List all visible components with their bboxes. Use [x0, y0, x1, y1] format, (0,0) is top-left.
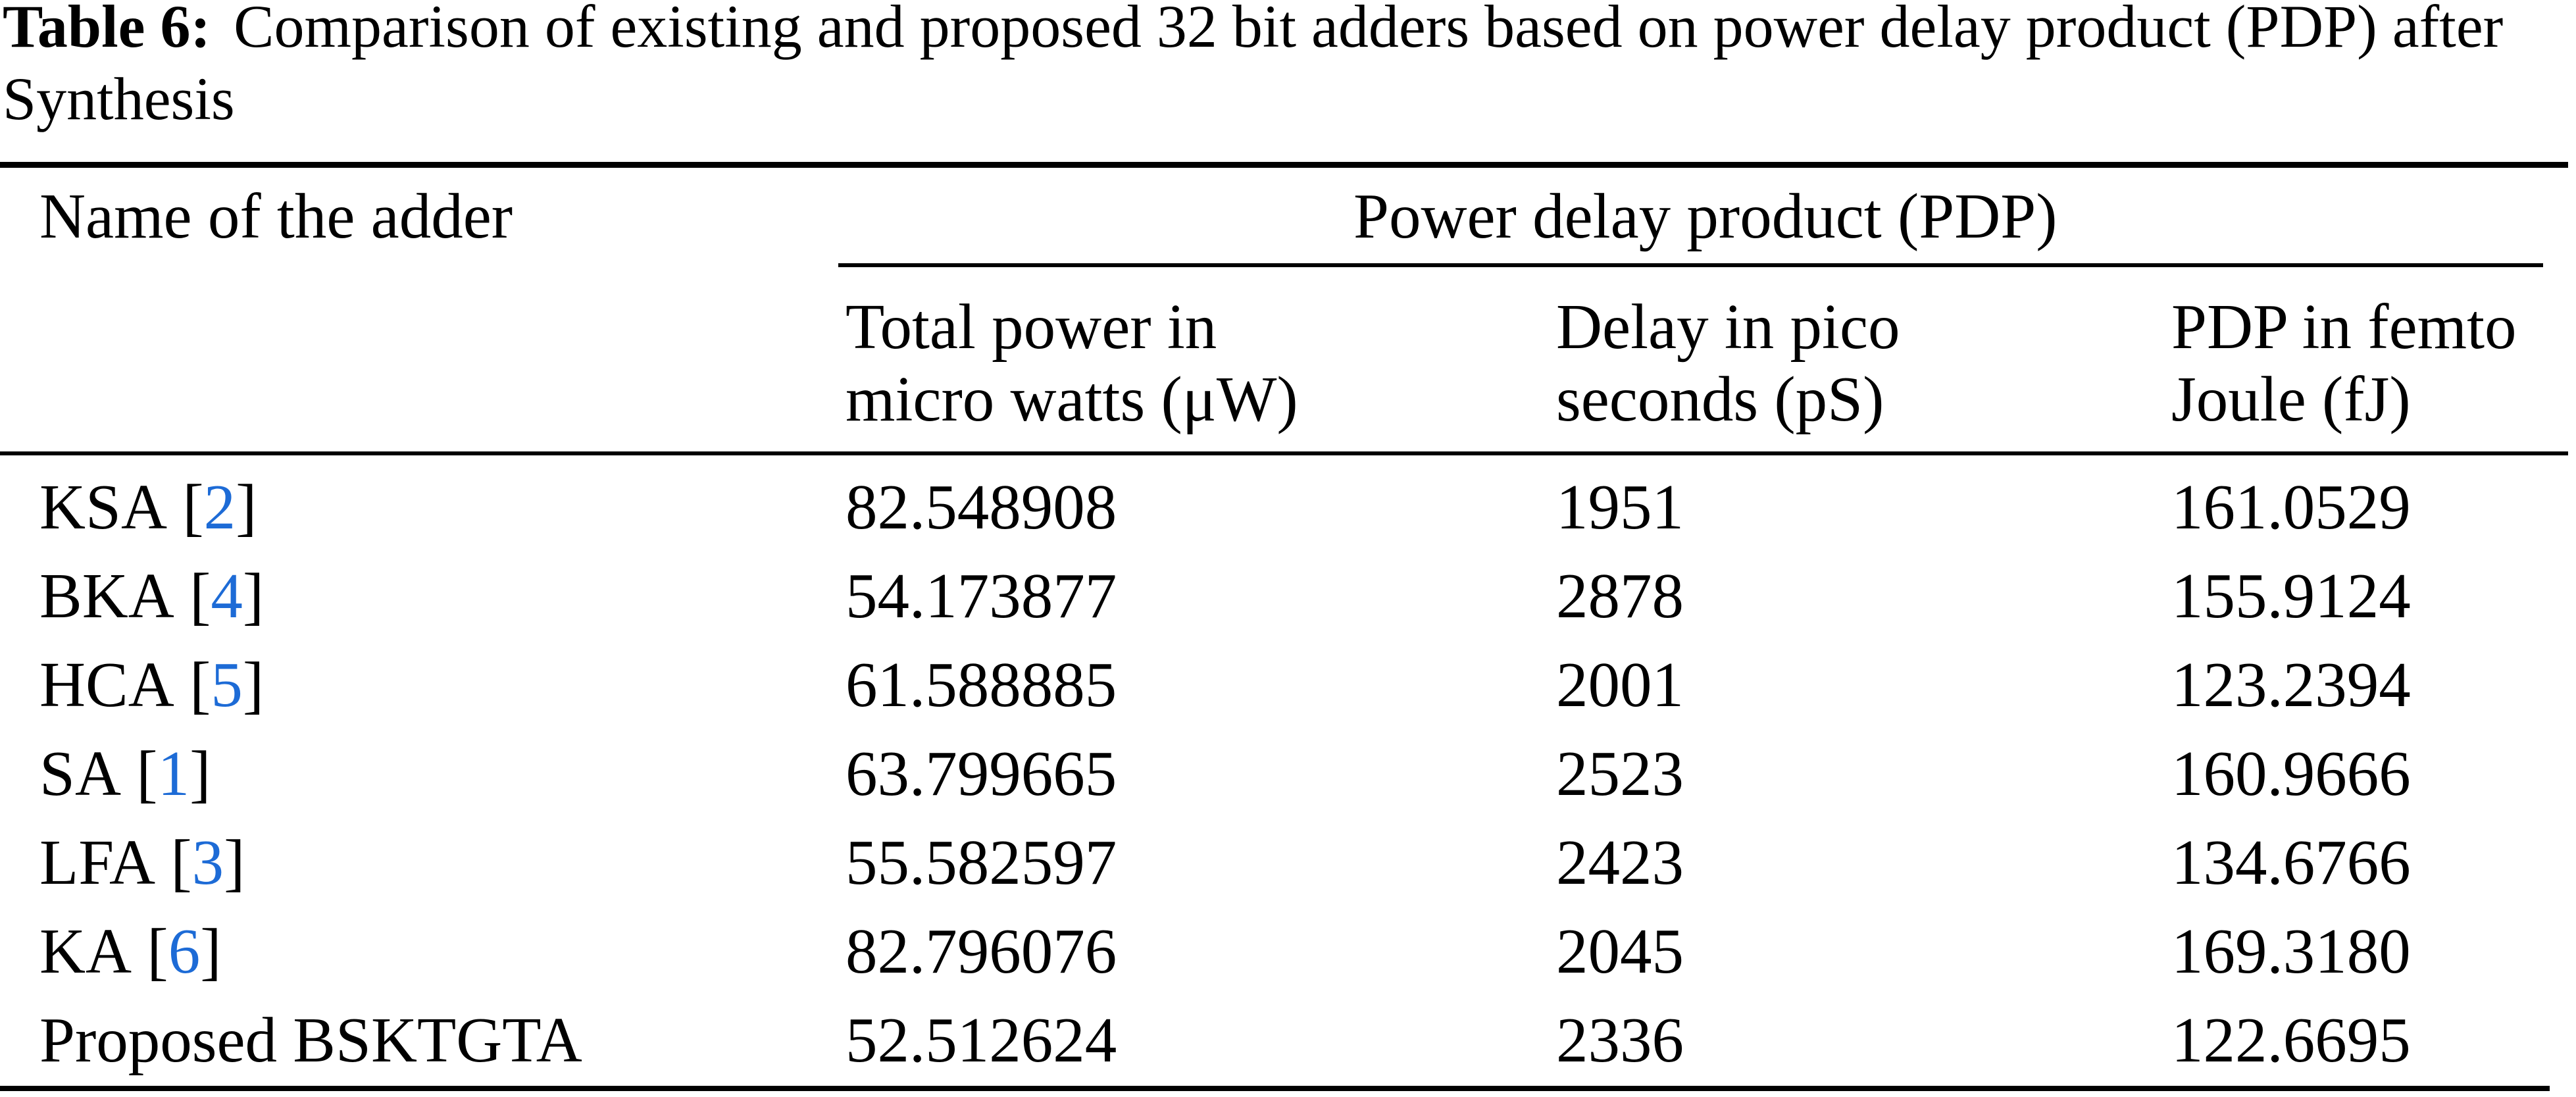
cell-pdp: 123.2394 — [2171, 650, 2411, 720]
cell-delay: 2523 — [1556, 738, 1684, 809]
cell-adder-name: HCA [5] — [39, 652, 264, 718]
bracket-open: [ — [147, 916, 168, 986]
bracket-close: ] — [242, 561, 265, 631]
cell-delay: 1951 — [1556, 472, 1684, 542]
delay-header-line2: seconds (pS) — [1556, 364, 1884, 434]
adder-name: HCA — [39, 650, 174, 720]
adder-name: SA — [39, 738, 121, 809]
header-body-divider-rule — [0, 451, 2568, 455]
cell-total-power: 63.799665 — [846, 738, 1117, 809]
citation: [3] — [170, 827, 245, 898]
cell-adder-name: SA [1] — [39, 741, 211, 807]
column-header-delay: Delay in pico seconds (pS) — [1556, 291, 1900, 436]
table-number-label: Table 6: — [3, 0, 211, 60]
citation: [6] — [147, 916, 221, 986]
cell-delay: 2878 — [1556, 561, 1684, 631]
delay-header-line1: Delay in pico — [1556, 292, 1900, 362]
group-header-underline — [838, 263, 2543, 267]
cell-total-power: 52.512624 — [846, 1005, 1117, 1075]
cell-total-power: 55.582597 — [846, 827, 1117, 898]
column-header-name: Name of the adder — [39, 181, 513, 251]
cell-delay: 2045 — [1556, 916, 1684, 986]
table-top-rule — [0, 162, 2568, 168]
bracket-open: [ — [189, 650, 211, 720]
caption-line-2: Synthesis — [3, 65, 235, 132]
cell-pdp: 161.0529 — [2171, 472, 2411, 542]
cell-total-power: 82.796076 — [846, 916, 1117, 986]
cell-delay: 2423 — [1556, 827, 1684, 898]
cell-adder-name: LFA [3] — [39, 830, 245, 896]
caption-line-1: Table 6: Comparison of existing and propo… — [3, 0, 2503, 63]
column-header-total-power: Total power in micro watts (μW) — [846, 291, 1298, 436]
pdp-header-line2: Joule (fJ) — [2171, 364, 2411, 434]
cell-pdp: 155.9124 — [2171, 561, 2411, 631]
adder-name: BKA — [39, 561, 174, 631]
total-power-header-line2: micro watts (μW) — [846, 364, 1298, 434]
cell-total-power: 61.588885 — [846, 650, 1117, 720]
table-bottom-rule — [0, 1086, 2550, 1091]
cell-total-power: 54.173877 — [846, 561, 1117, 631]
citation: [5] — [189, 650, 264, 720]
citation-link[interactable]: 4 — [211, 561, 243, 631]
bracket-close: ] — [242, 650, 265, 720]
citation-link[interactable]: 6 — [168, 916, 201, 986]
table-caption: Table 6: Comparison of existing and propo… — [3, 0, 2503, 135]
citation: [1] — [136, 738, 211, 809]
column-group-header-pdp: Power delay product (PDP) — [1353, 181, 2058, 251]
citation-link[interactable]: 1 — [157, 738, 190, 809]
cell-adder-name: KA [6] — [39, 919, 222, 984]
caption-text: Comparison of existing and proposed 32 b… — [234, 0, 2504, 60]
bracket-open: [ — [170, 827, 192, 898]
bracket-close: ] — [200, 916, 222, 986]
citation: [2] — [182, 472, 257, 542]
bracket-open: [ — [189, 561, 211, 631]
citation-link[interactable]: 3 — [191, 827, 224, 898]
bracket-close: ] — [189, 738, 211, 809]
cell-pdp: 160.9666 — [2171, 738, 2411, 809]
cell-delay: 2001 — [1556, 650, 1684, 720]
citation-link[interactable]: 2 — [203, 472, 236, 542]
bracket-open: [ — [182, 472, 204, 542]
cell-delay: 2336 — [1556, 1005, 1684, 1075]
bracket-close: ] — [236, 472, 257, 542]
cell-adder-name: KSA [2] — [39, 474, 257, 540]
bracket-close: ] — [224, 827, 245, 898]
total-power-header-line1: Total power in — [846, 292, 1217, 362]
adder-name: Proposed BSKTGTA — [39, 1005, 582, 1075]
cell-pdp: 134.6766 — [2171, 827, 2411, 898]
cell-pdp: 169.3180 — [2171, 916, 2411, 986]
adder-name: KA — [39, 916, 132, 986]
cell-pdp: 122.6695 — [2171, 1005, 2411, 1075]
cell-total-power: 82.548908 — [846, 472, 1117, 542]
adder-name: KSA — [39, 472, 168, 542]
adder-name: LFA — [39, 827, 156, 898]
citation: [4] — [189, 561, 264, 631]
bracket-open: [ — [136, 738, 158, 809]
column-header-pdp: PDP in femto Joule (fJ) — [2171, 291, 2517, 436]
cell-adder-name: Proposed BSKTGTA — [39, 1008, 582, 1073]
cell-adder-name: BKA [4] — [39, 563, 264, 629]
citation-link[interactable]: 5 — [211, 650, 243, 720]
pdp-header-line1: PDP in femto — [2171, 292, 2517, 362]
